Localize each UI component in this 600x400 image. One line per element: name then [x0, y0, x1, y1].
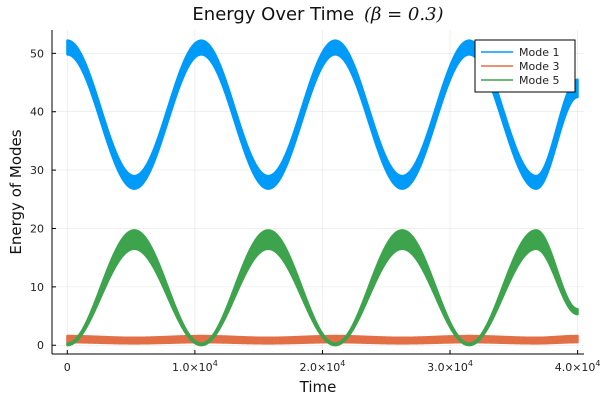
y-axis-label: Energy of Modes: [7, 129, 25, 254]
y-tick-label: 20: [30, 222, 44, 235]
grid-layer: [52, 30, 584, 354]
y-tick-label: 10: [30, 281, 44, 294]
series-band-mode-5: [66, 229, 579, 347]
chart-title-math: (β = 0.3): [364, 4, 444, 25]
legend-label: Mode 1: [519, 46, 559, 59]
x-tick-label: 4.0×104: [555, 359, 600, 374]
y-tick-label: 50: [30, 47, 44, 60]
x-tick-label: 1.0×104: [172, 359, 218, 374]
x-tick-label: 3.0×104: [427, 359, 473, 374]
legend-label: Mode 5: [519, 74, 559, 87]
chart-title: Energy Over Time (β = 0.3): [192, 4, 443, 25]
y-tick-label: 30: [30, 164, 44, 177]
y-tick-label: 0: [37, 339, 44, 352]
x-tick-label: 2.0×104: [300, 359, 346, 374]
legend-label: Mode 3: [519, 60, 559, 73]
series-band-mode-1: [66, 39, 579, 190]
chart-title-text: Energy Over Time: [192, 4, 354, 25]
y-tick-label: 40: [30, 106, 44, 119]
axes-layer: [51, 30, 584, 355]
ticks-layer: 0 1.0×104 2.0×104 3.0×104 4.0×104 0 10 20 30 40 50: [30, 47, 600, 374]
x-axis-label: Time: [299, 378, 337, 396]
series-layer: [66, 39, 579, 347]
x-tick-label: 0: [64, 361, 71, 374]
